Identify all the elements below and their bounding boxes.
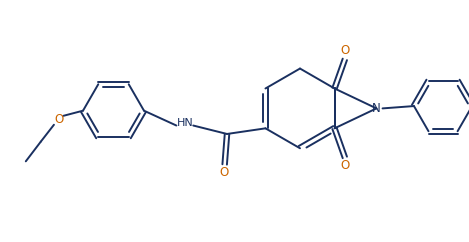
Text: HN: HN (176, 118, 193, 128)
Text: N: N (372, 102, 381, 115)
Text: O: O (219, 166, 228, 179)
Text: O: O (340, 159, 349, 172)
Text: O: O (340, 45, 349, 57)
Text: O: O (54, 113, 63, 126)
